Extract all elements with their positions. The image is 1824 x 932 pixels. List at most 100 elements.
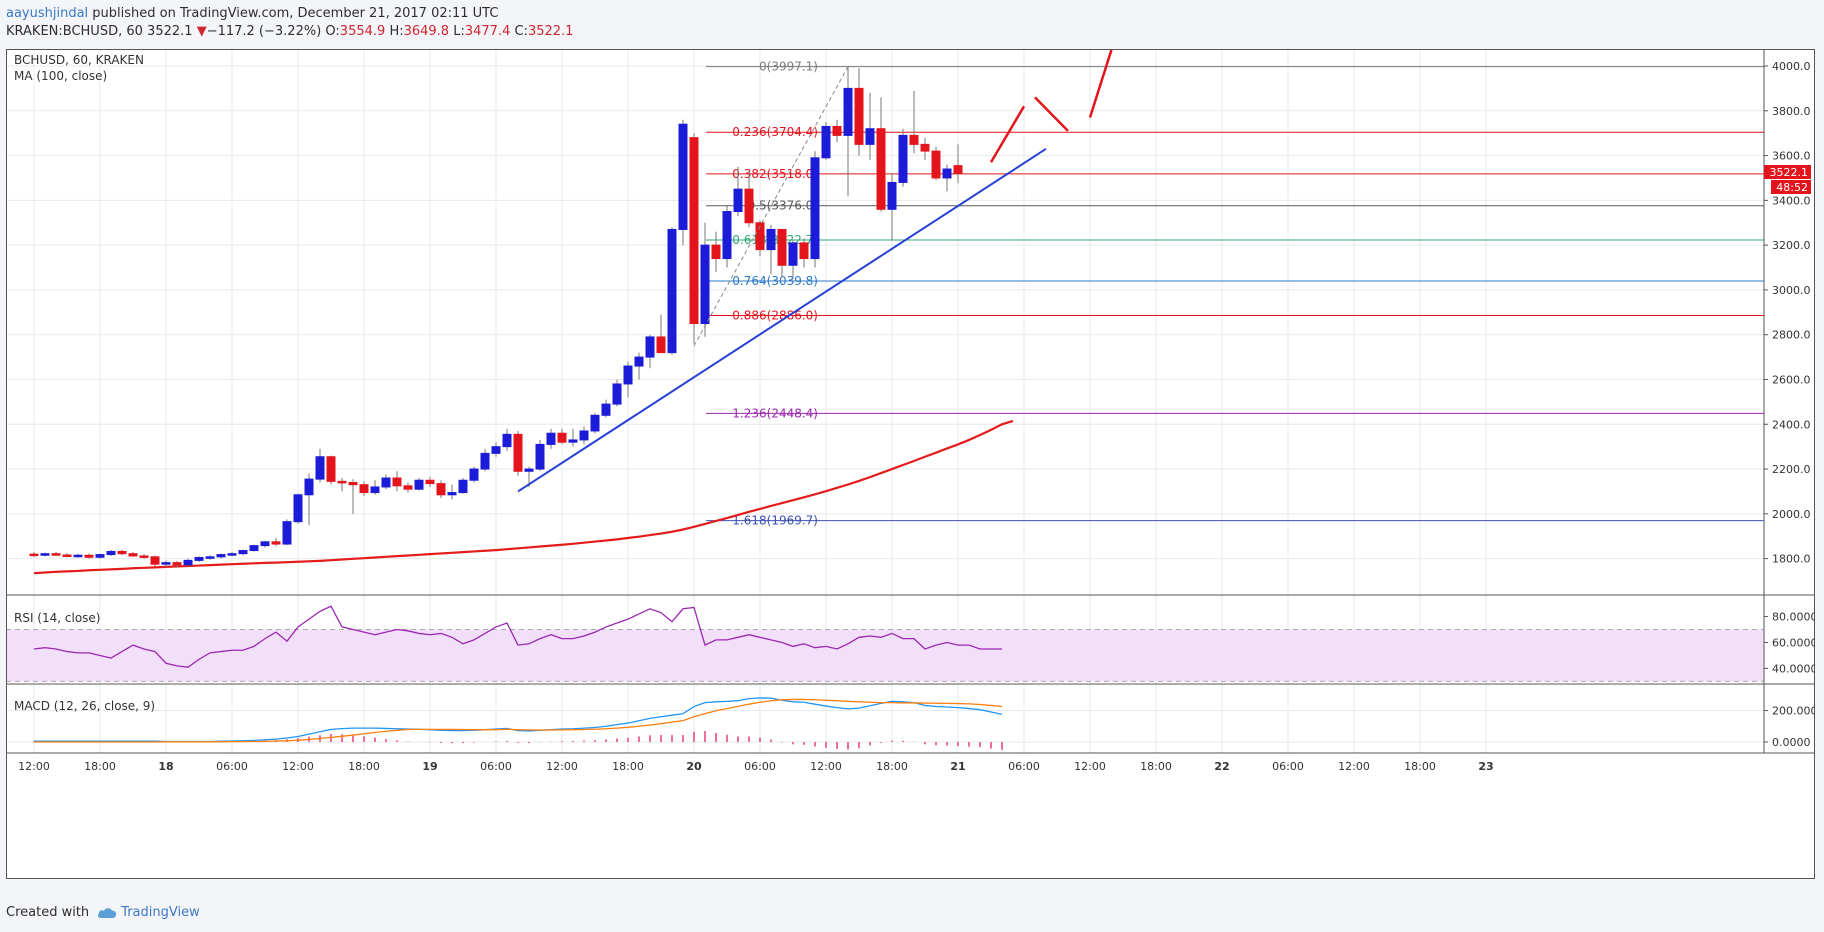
bearish-candle — [271, 541, 281, 545]
x-tick-label: 12:00 — [1338, 760, 1370, 773]
bullish-candle — [447, 492, 457, 496]
x-tick-label: 12:00 — [1074, 760, 1106, 773]
publish-info: aayushjindal published on TradingView.co… — [6, 6, 498, 21]
bullish-candle — [942, 168, 952, 179]
fib-level-label: 0.886(2886.0) — [732, 308, 818, 322]
bullish-candle — [183, 559, 193, 566]
rsi-panel-title: RSI (14, close) — [14, 611, 100, 625]
high-value: 3649.8 — [403, 24, 450, 39]
bullish-candle — [194, 556, 204, 561]
fib-level-label: 0.236(3704.4) — [732, 125, 818, 139]
bullish-candle — [645, 336, 655, 358]
chart-area[interactable]: 0(3997.1) 0.236(3704.4) 0.382(3518.0) 0.5(3… — [6, 47, 1824, 879]
high-label: H: — [389, 24, 404, 39]
macd-tick-label: 0.0000 — [1772, 736, 1811, 749]
bearish-candle — [128, 553, 138, 557]
bearish-candle — [326, 456, 336, 482]
y-tick-label: 2800.0 — [1772, 329, 1811, 342]
x-tick-label: 12:00 — [282, 760, 314, 773]
main-panel-title: BCHUSD, 60, KRAKEN — [14, 53, 144, 67]
x-tick-label: 06:00 — [1008, 760, 1040, 773]
bullish-candle — [898, 134, 908, 183]
price-tag-box — [1764, 165, 1811, 179]
y-tick-label: 3400.0 — [1772, 194, 1811, 207]
bullish-candle — [315, 456, 325, 480]
rsi-panel — [6, 605, 1764, 682]
down-arrow-icon: ▼ — [196, 24, 207, 39]
rsi-tick-label: 60.0000 — [1772, 637, 1815, 650]
close-value: 3522.1 — [527, 24, 574, 39]
y-tick-label: 3600.0 — [1772, 150, 1811, 163]
bearish-candle — [139, 555, 149, 558]
open-value: 3554.9 — [339, 24, 386, 39]
bearish-candle — [909, 134, 919, 145]
bullish-candle — [414, 479, 424, 490]
bullish-candle — [568, 439, 578, 443]
tradingview-brand: TradingView — [121, 905, 200, 920]
chart-border — [6, 49, 1815, 879]
x-tick-label: 06:00 — [744, 760, 776, 773]
bullish-candle — [458, 479, 468, 494]
tradingview-logo[interactable]: TradingView — [97, 905, 200, 920]
signal-line — [34, 698, 1003, 743]
bearish-candle — [799, 242, 809, 260]
symbol-label: KRAKEN:BCHUSD, 60 — [6, 24, 143, 39]
fib-levels: 0(3997.1) 0.236(3704.4) 0.382(3518.0) 0.5(3… — [706, 60, 1764, 528]
bullish-candle — [491, 446, 501, 454]
price-change: −117.2 (−3.22%) — [206, 24, 322, 39]
bullish-candle — [821, 125, 831, 159]
fib-level-label: 0.5(3376.0) — [748, 199, 818, 213]
bullish-candle — [249, 545, 259, 552]
bullish-candle — [722, 211, 732, 260]
price-tag: 3522.1 48:52 — [1764, 165, 1811, 194]
bullish-candle — [293, 494, 303, 523]
macd-panel — [33, 697, 1003, 750]
bullish-candle — [535, 443, 545, 470]
bearish-candle — [513, 433, 523, 472]
bullish-candle — [887, 181, 897, 210]
bearish-candle — [953, 165, 963, 174]
bullish-candle — [843, 87, 853, 136]
bullish-candle — [700, 244, 710, 324]
macd-tick-label: 200.0000 — [1772, 704, 1815, 717]
y-tick-label: 2000.0 — [1772, 508, 1811, 521]
bullish-candle — [865, 128, 875, 145]
bearish-candle — [403, 485, 413, 490]
fib-level-label: 0.382(3518.0) — [732, 167, 818, 181]
ma-indicator-label: MA (100, close) — [14, 69, 107, 83]
bullish-candle — [590, 414, 600, 432]
bullish-candle — [480, 452, 490, 470]
bullish-candle — [381, 477, 391, 488]
y-tick-label: 2400.0 — [1772, 418, 1811, 431]
macd-line — [34, 697, 1003, 743]
bullish-candle — [469, 468, 479, 481]
bearish-candle — [348, 481, 358, 486]
bearish-candle — [854, 87, 864, 145]
x-tick-label: 06:00 — [480, 760, 512, 773]
bullish-candle — [106, 550, 116, 556]
bullish-candle — [40, 553, 50, 556]
rsi-tick-label: 40.0000 — [1772, 662, 1815, 675]
bullish-candle — [678, 123, 688, 230]
bullish-candle — [623, 365, 633, 385]
bearish-candle — [172, 562, 182, 566]
countdown-tag-box — [1771, 180, 1811, 194]
bullish-candle — [601, 403, 611, 416]
axes: 12:00 18:00 18 06:00 12:00 18:00 19 06:00 12:00 1… — [18, 60, 1824, 773]
bullish-candle — [667, 228, 677, 354]
x-tick-label: 22 — [1214, 760, 1229, 773]
chart-svg[interactable]: 0(3997.1) 0.236(3704.4) 0.382(3518.0) 0.5(3… — [6, 47, 1824, 879]
x-tick-label: 18:00 — [876, 760, 908, 773]
bullish-candle — [524, 468, 534, 472]
y-tick-label: 3000.0 — [1772, 284, 1811, 297]
bullish-candle — [95, 554, 105, 558]
bearish-candle — [656, 336, 666, 354]
bullish-candle — [216, 554, 226, 558]
bearish-candle — [931, 150, 941, 179]
bearish-candle — [150, 556, 160, 565]
x-tick-label: 06:00 — [216, 760, 248, 773]
bullish-candle — [370, 486, 380, 494]
bullish-candle — [205, 556, 215, 559]
author-link[interactable]: aayushjindal — [6, 6, 89, 21]
x-tick-label: 18 — [158, 760, 173, 773]
